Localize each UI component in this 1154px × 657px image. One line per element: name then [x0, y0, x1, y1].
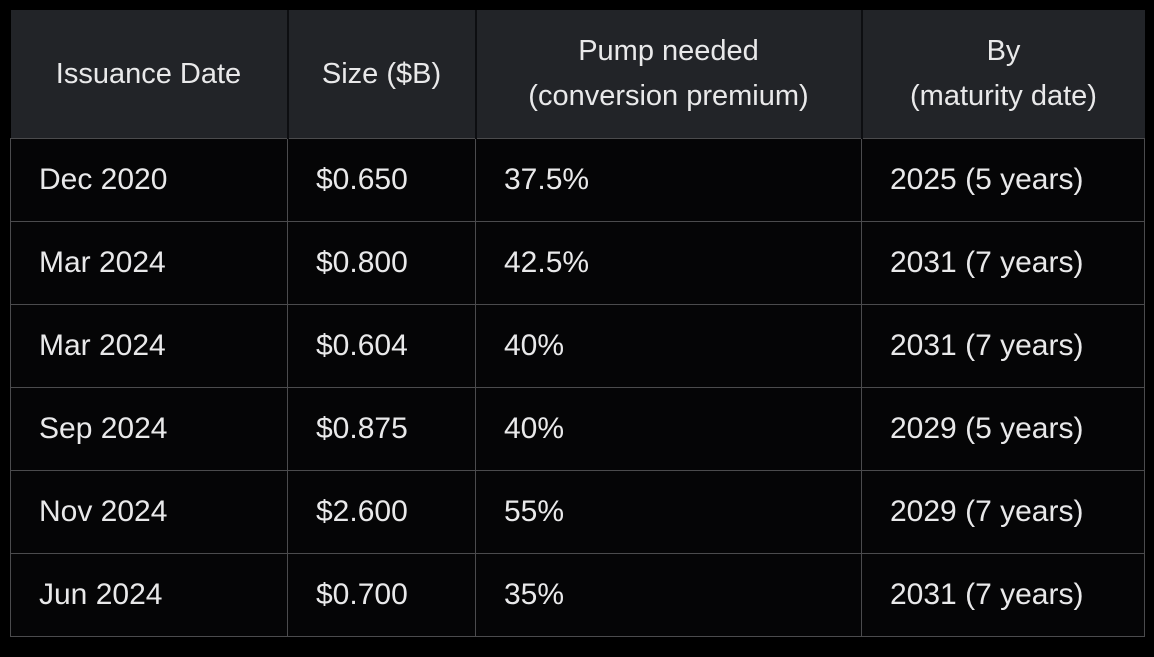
header-row: Issuance Date Size ($B) Pump needed (con… [10, 10, 1145, 139]
table-row: Mar 2024 $0.800 42.5% 2031 (7 years) [10, 221, 1145, 305]
cell-issuance-date: Mar 2024 [10, 221, 288, 305]
cell-size: $2.600 [287, 470, 476, 554]
table-header: Issuance Date Size ($B) Pump needed (con… [10, 10, 1145, 139]
cell-pump-needed: 40% [475, 304, 862, 388]
col-header-size: Size ($B) [286, 10, 476, 139]
cell-maturity: 2029 (5 years) [861, 387, 1145, 471]
cell-pump-needed: 42.5% [475, 221, 862, 305]
col-header-issuance-date: Issuance Date [10, 10, 288, 139]
col-header-pump-needed: Pump needed (conversion premium) [474, 10, 862, 139]
cell-size: $0.604 [287, 304, 476, 388]
cell-maturity: 2031 (7 years) [861, 553, 1145, 637]
cell-size: $0.875 [287, 387, 476, 471]
cell-pump-needed: 40% [475, 387, 862, 471]
cell-issuance-date: Sep 2024 [10, 387, 288, 471]
table-row: Dec 2020 $0.650 37.5% 2025 (5 years) [10, 138, 1145, 222]
table-body: Dec 2020 $0.650 37.5% 2025 (5 years) Mar… [10, 138, 1145, 637]
col-header-by-maturity: By (maturity date) [860, 10, 1145, 139]
convertible-notes-table: Issuance Date Size ($B) Pump needed (con… [10, 10, 1145, 637]
cell-issuance-date: Jun 2024 [10, 553, 288, 637]
cell-maturity: 2025 (5 years) [861, 138, 1145, 222]
table-row: Nov 2024 $2.600 55% 2029 (7 years) [10, 470, 1145, 554]
table-row: Jun 2024 $0.700 35% 2031 (7 years) [10, 553, 1145, 637]
cell-issuance-date: Dec 2020 [10, 138, 288, 222]
cell-size: $0.650 [287, 138, 476, 222]
cell-pump-needed: 35% [475, 553, 862, 637]
cell-size: $0.800 [287, 221, 476, 305]
cell-pump-needed: 55% [475, 470, 862, 554]
cell-issuance-date: Mar 2024 [10, 304, 288, 388]
cell-maturity: 2029 (7 years) [861, 470, 1145, 554]
cell-maturity: 2031 (7 years) [861, 221, 1145, 305]
table-row: Mar 2024 $0.604 40% 2031 (7 years) [10, 304, 1145, 388]
cell-issuance-date: Nov 2024 [10, 470, 288, 554]
cell-maturity: 2031 (7 years) [861, 304, 1145, 388]
cell-pump-needed: 37.5% [475, 138, 862, 222]
cell-size: $0.700 [287, 553, 476, 637]
table-row: Sep 2024 $0.875 40% 2029 (5 years) [10, 387, 1145, 471]
